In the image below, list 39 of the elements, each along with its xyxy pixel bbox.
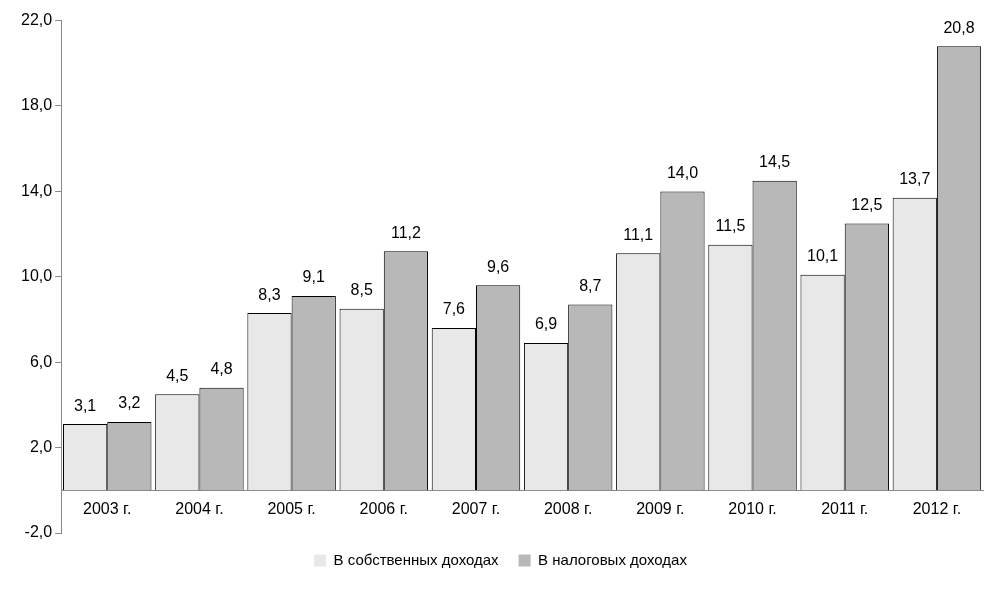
x-tick-label: 2005 г. (267, 500, 316, 518)
x-tick-label: 2010 г. (728, 500, 777, 518)
data-label: 10,1 (807, 247, 839, 265)
x-tick-label: 2004 г. (175, 500, 224, 518)
data-label: 6,9 (534, 315, 558, 333)
x-tick-label: 2012 г. (912, 500, 962, 518)
data-label: 4,5 (166, 366, 189, 384)
legend-label: В собственных доходах (333, 550, 500, 568)
data-label: 7,6 (442, 300, 466, 318)
data-label: 11,1 (623, 225, 654, 243)
x-tick-label: 2008 г. (543, 500, 593, 518)
x-tick-label: 2003 г. (83, 500, 132, 518)
y-tick-label: 6,0 (29, 352, 53, 370)
y-tick-label: 22,0 (21, 11, 53, 29)
y-tick-label: -2,0 (24, 523, 53, 541)
data-label: 4,8 (210, 360, 233, 378)
data-label: 20,8 (943, 18, 975, 36)
data-label: 13,7 (899, 170, 931, 188)
x-tick-label: 2006 г. (359, 500, 408, 518)
data-label: 9,1 (302, 268, 325, 286)
x-tick-label: 2007 г. (451, 500, 501, 518)
data-label: 3,2 (118, 394, 141, 412)
legend-label: В налоговых доходах (538, 550, 688, 568)
x-tick-label: 2009 г. (636, 500, 685, 518)
x-tick-label: 2011 г. (821, 500, 869, 518)
y-tick-label: 18,0 (21, 96, 53, 114)
data-label: 8,7 (579, 276, 602, 294)
y-tick-label: 10,0 (21, 267, 53, 285)
y-tick-label: 14,0 (21, 181, 53, 199)
data-label: 3,1 (73, 396, 97, 414)
data-label: 12,5 (851, 195, 883, 213)
data-label: 11,2 (390, 223, 421, 241)
y-tick-label: 2,0 (29, 438, 53, 456)
data-label: 14,5 (759, 153, 791, 171)
data-label: 9,6 (486, 257, 510, 275)
data-label: 11,5 (715, 217, 746, 235)
data-label: 8,3 (258, 285, 281, 303)
data-label: 14,0 (666, 163, 699, 181)
data-label: 8,5 (350, 281, 373, 299)
